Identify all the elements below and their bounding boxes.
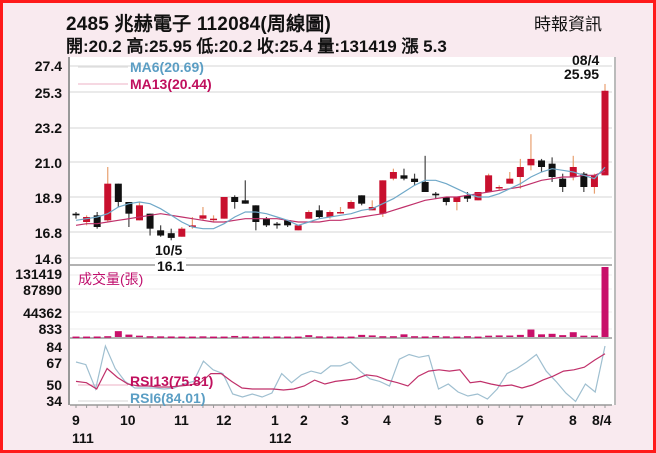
x-tick: 8/4 [592, 412, 612, 428]
low-date-annotation: 10/5 [155, 242, 183, 258]
price-tick: 23.2 [34, 120, 62, 136]
rsi6-legend: RSI6(84.01) [130, 390, 206, 406]
rsi-tick: 84 [46, 339, 62, 355]
rsi-tick: 67 [46, 355, 62, 371]
chart-title: 2485 兆赫電子 112084(周線圖) [66, 14, 332, 35]
source-label: 時報資訊 [534, 15, 602, 34]
x-tick: 1 [271, 412, 279, 428]
x-tick: 2 [300, 412, 308, 428]
x-tick: 4 [383, 412, 391, 428]
high-date-annotation: 08/4 [572, 52, 600, 68]
x-tick: 11 [174, 412, 189, 428]
rsi-tick: 50 [46, 377, 62, 393]
year-label: 112 [269, 430, 292, 446]
volume-tick: 44362 [23, 305, 62, 321]
x-tick: 5 [434, 412, 442, 428]
price-tick: 21.0 [34, 155, 62, 171]
volume-tick: 833 [38, 321, 62, 337]
x-tick: 8 [569, 412, 577, 428]
low-value-annotation: 16.1 [155, 258, 187, 274]
x-tick: 7 [516, 412, 524, 428]
price-tick: 16.8 [34, 225, 62, 241]
x-tick: 10 [120, 412, 136, 428]
volume-tick: 87890 [23, 282, 62, 298]
price-tick: 25.3 [34, 85, 62, 101]
year-label: 111 [72, 430, 94, 446]
quote-summary: 開:20.2 高:25.95 低:20.2 收:25.4 量:131419 漲 … [66, 37, 447, 56]
high-value-annotation: 25.95 [564, 66, 600, 82]
volume-title: 成交量(張) [78, 271, 144, 287]
x-tick: 12 [216, 412, 232, 428]
price-tick: 27.4 [34, 58, 62, 74]
ma6-legend: MA6(20.69) [130, 59, 204, 75]
price-tick: 18.9 [34, 190, 62, 206]
rsi13-legend: RSI13(75.81) [130, 373, 214, 389]
volume-tick: 131419 [15, 266, 62, 282]
x-tick: 3 [341, 412, 349, 428]
ma13-legend: MA13(20.44) [130, 76, 212, 92]
price-tick: 14.6 [34, 251, 62, 267]
x-tick: 6 [476, 412, 484, 428]
x-tick: 9 [72, 412, 80, 428]
rsi-tick: 34 [46, 393, 62, 409]
